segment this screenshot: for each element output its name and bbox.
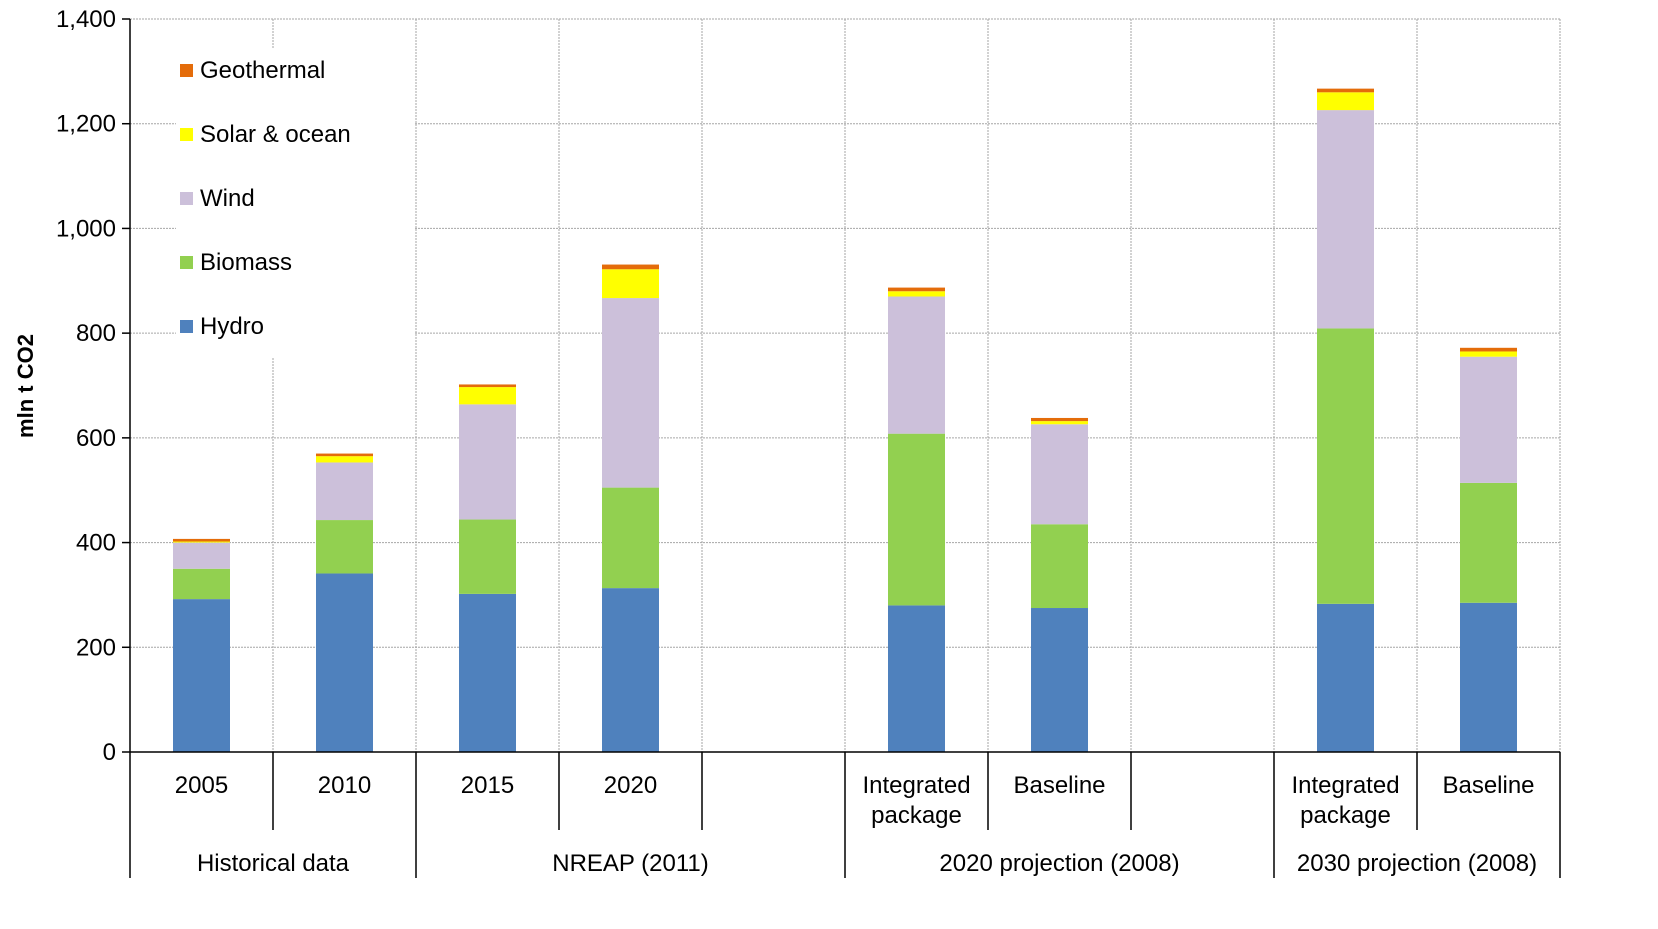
bar-segment [459, 387, 516, 405]
legend: Geothermal Solar & ocean Wind Biomass Hydro [176, 48, 414, 358]
legend-swatch [180, 128, 193, 141]
y-tick-label: 600 [76, 425, 116, 452]
y-tick-label: 1,400 [56, 6, 116, 33]
legend-swatch [180, 192, 193, 205]
x-group-label: NREAP (2011) [552, 850, 709, 877]
x-category-label: 2020 [604, 772, 657, 799]
bar-segment [602, 269, 659, 299]
bars [173, 88, 1517, 752]
x-group-label: 2030 projection (2008) [1297, 850, 1537, 877]
y-axis-label: mln t CO2 [13, 334, 38, 438]
legend-swatch [180, 64, 193, 77]
bar-segment [316, 520, 373, 574]
bar-segment [316, 453, 373, 457]
y-tick-label: 200 [76, 634, 116, 661]
axes: 0 200 400 600 800 1,000 1,200 1,400 2005 2010 2015… [56, 6, 1561, 878]
bar-segment [173, 542, 230, 569]
bar-segment [888, 287, 945, 292]
x-category-label: Integrated [862, 772, 970, 799]
legend-background [176, 48, 414, 358]
x-category-label: 2005 [175, 772, 228, 799]
bar-segment [1317, 88, 1374, 93]
x-category-label: package [1300, 802, 1391, 829]
y-tick-label: 1,200 [56, 111, 116, 138]
bar-segment [602, 487, 659, 589]
x-group-label: Historical data [197, 850, 350, 877]
legend-label: Hydro [200, 313, 264, 340]
bar-segment [316, 462, 373, 521]
x-group-label: 2020 projection (2008) [939, 850, 1179, 877]
bar-segment [173, 568, 230, 600]
y-tick-label: 800 [76, 320, 116, 347]
legend-swatch [180, 256, 193, 269]
x-category-label: Baseline [1442, 772, 1534, 799]
y-tick-label: 400 [76, 530, 116, 557]
bar-segment [1031, 421, 1088, 425]
bar-segment [602, 588, 659, 752]
x-category-label: package [871, 802, 962, 829]
y-tick-label: 0 [103, 739, 116, 766]
bar-segment [1317, 92, 1374, 111]
bar-segment [459, 519, 516, 594]
bar-segment [1031, 424, 1088, 525]
bar-segment [1460, 482, 1517, 603]
bar-segment [173, 538, 230, 542]
bar-segment [316, 456, 373, 463]
bar-segment [1031, 417, 1088, 422]
x-category-label: Baseline [1013, 772, 1105, 799]
bar-segment [888, 291, 945, 297]
bar-segment [1031, 524, 1088, 609]
legend-label: Geothermal [200, 57, 325, 84]
bar-segment [1460, 351, 1517, 357]
legend-swatch [180, 320, 193, 333]
legend-label: Solar & ocean [200, 121, 351, 148]
y-tick-label: 1,000 [56, 215, 116, 242]
x-category-label: 2010 [318, 772, 371, 799]
bar-segment [1317, 603, 1374, 752]
bar-segment [888, 433, 945, 606]
bar-segment [602, 264, 659, 270]
bar-segment [1460, 347, 1517, 352]
bar-segment [459, 593, 516, 752]
bar-segment [459, 384, 516, 388]
x-category-label: Integrated [1291, 772, 1399, 799]
bar-segment [173, 599, 230, 752]
x-category-label: 2015 [461, 772, 514, 799]
bar-segment [888, 605, 945, 752]
bar-segment [1317, 110, 1374, 329]
legend-label: Biomass [200, 249, 292, 276]
bar-segment [1317, 328, 1374, 604]
bar-segment [459, 404, 516, 520]
legend-label: Wind [200, 185, 255, 212]
bar-segment [888, 296, 945, 434]
bar-segment [316, 573, 373, 752]
bar-segment [1031, 608, 1088, 752]
bar-segment [602, 298, 659, 488]
bar-segment [1460, 602, 1517, 752]
bar-segment [1460, 356, 1517, 483]
bar-segment [173, 541, 230, 543]
